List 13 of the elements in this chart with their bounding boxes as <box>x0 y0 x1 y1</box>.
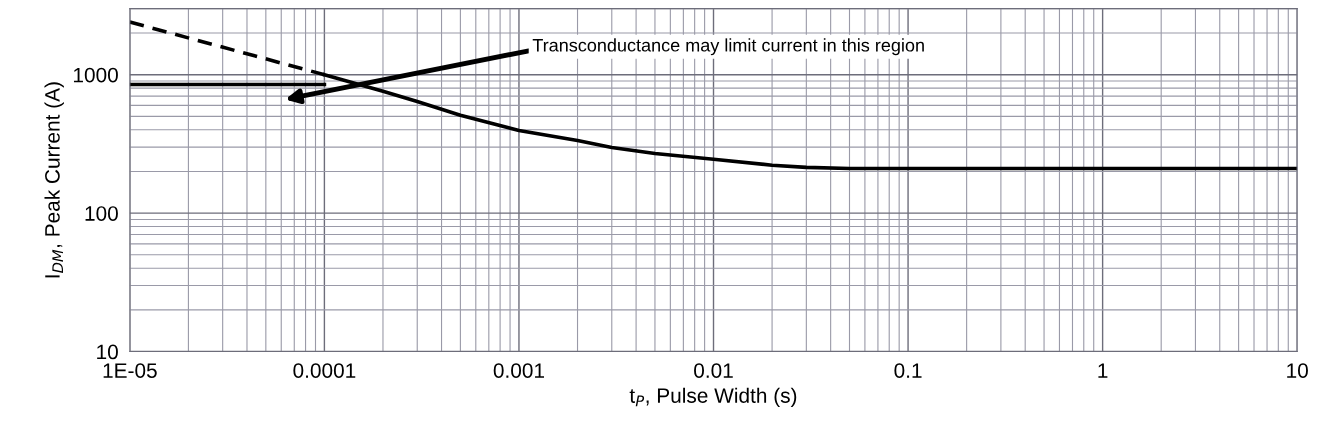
x-tick-label: 0.001 <box>493 363 545 378</box>
x-axis-title: t$_{P}$, Pulse Width (s) <box>629 387 797 408</box>
y-tick-label: 1000 <box>73 67 118 83</box>
x-tick-label: 1 <box>1098 363 1108 378</box>
y-tick-label: 100 <box>85 206 118 221</box>
x-tick-label: 1E-05 <box>103 363 157 378</box>
y-tick-label: 10 <box>97 344 118 360</box>
annotation: Transconductance may limit current in this region <box>532 38 924 56</box>
x-tick-label: 0.0001 <box>293 363 356 378</box>
x-tick-label: 0.01 <box>694 363 733 378</box>
y-axis-title: I$_{DM}$, Peak Current (A) <box>44 82 64 278</box>
x-tick-label: 10 <box>1287 363 1308 378</box>
x-tick-label: 0.1 <box>894 363 922 378</box>
